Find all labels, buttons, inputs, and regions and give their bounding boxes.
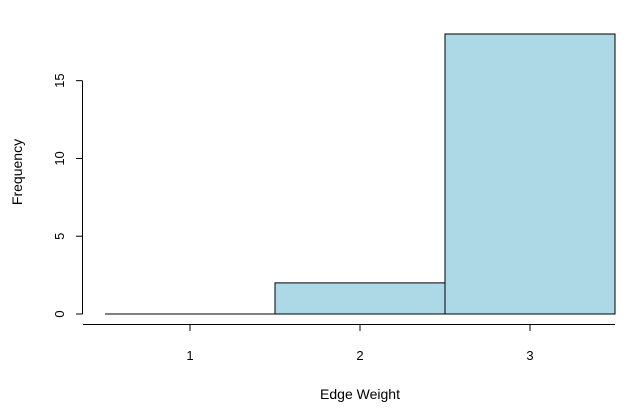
x-tick-label-1: 1: [186, 348, 193, 363]
y-tick-label-15: 15: [52, 73, 67, 87]
y-tick-label-5: 5: [52, 233, 67, 240]
histogram-bar-2: [274, 282, 446, 315]
y-axis-title: Frequency: [9, 139, 25, 205]
histogram-bars: [105, 33, 616, 315]
x-axis: 1 2 3: [83, 324, 615, 363]
x-tick-label-3: 3: [526, 348, 533, 363]
histogram-bar-3: [444, 33, 616, 315]
y-tick-label-10: 10: [52, 151, 67, 165]
y-tick-label-0: 0: [52, 310, 67, 317]
x-tick-label-2: 2: [356, 348, 363, 363]
x-axis-title: Edge Weight: [320, 386, 400, 402]
y-axis: 0 5 10 15: [52, 73, 83, 318]
